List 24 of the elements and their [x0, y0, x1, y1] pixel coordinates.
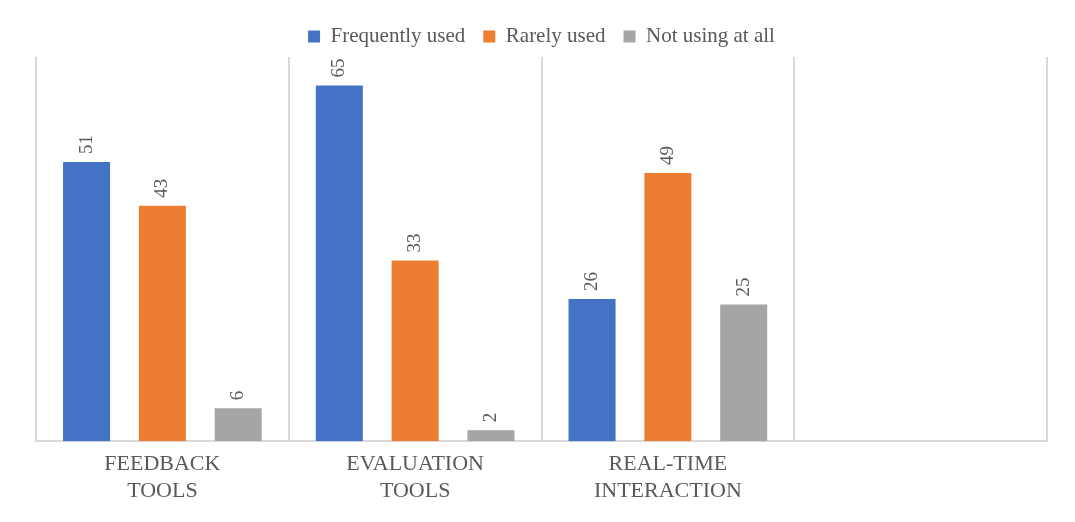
x-tick-label: FEEDBACK TOOLS	[104, 450, 221, 502]
data-label: 33	[403, 233, 425, 253]
bar	[315, 85, 363, 442]
data-label: 25	[731, 277, 753, 297]
x-tick-label: EVALUATION TOOLS	[346, 450, 485, 502]
x-tick-label: REAL-TIME INTERACTION	[593, 450, 742, 502]
bar	[467, 430, 515, 442]
data-label: 6	[226, 390, 248, 401]
data-label: 43	[150, 178, 172, 198]
legend-label: Rarely used	[505, 23, 607, 48]
bar	[63, 162, 111, 442]
bar	[138, 205, 186, 442]
bar	[391, 260, 439, 442]
bar	[644, 173, 692, 442]
bar	[568, 298, 616, 442]
data-label: 65	[327, 58, 349, 78]
bar	[720, 304, 768, 442]
data-label: 49	[655, 146, 677, 166]
bar	[214, 408, 262, 442]
legend-label: Not using at all	[646, 23, 776, 48]
data-label: 26	[580, 271, 602, 291]
data-label: 2	[478, 412, 500, 423]
legend-label: Frequently used	[330, 23, 466, 48]
data-label: 51	[74, 135, 96, 155]
